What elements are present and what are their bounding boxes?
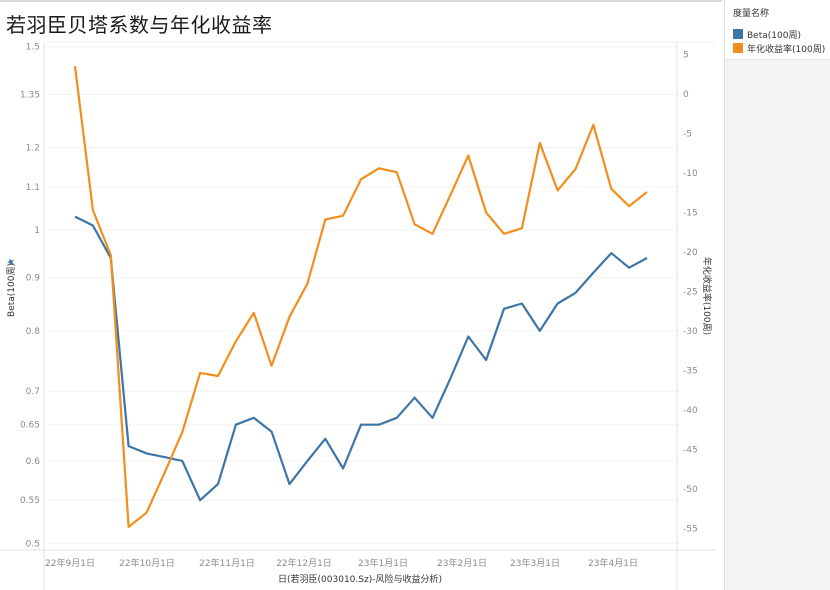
svg-text:22年11月1日: 22年11月1日 xyxy=(199,557,255,569)
left-axis-title: Beta(100周) xyxy=(6,263,17,317)
svg-text:0.65: 0.65 xyxy=(20,421,40,431)
annual-return-line[interactable] xyxy=(73,66,648,529)
svg-text:23年4月1日: 23年4月1日 xyxy=(588,557,638,569)
svg-text:0: 0 xyxy=(683,90,689,100)
legend-item-beta[interactable]: Beta(100周) xyxy=(733,27,830,41)
svg-text:22年10月1日: 22年10月1日 xyxy=(119,557,175,569)
svg-text:-55: -55 xyxy=(683,525,698,535)
svg-text:0.5: 0.5 xyxy=(26,539,40,549)
right-axis-title: 年化收益率(100周) xyxy=(701,257,713,335)
svg-text:-25: -25 xyxy=(683,288,698,298)
svg-text:23年3月1日: 23年3月1日 xyxy=(510,557,560,569)
legend-item-annual-return[interactable]: 年化收益率(100周) xyxy=(733,41,830,55)
svg-text:-30: -30 xyxy=(683,327,698,337)
right-axis-ticks: 5 0 -5 -10 -15 -20 -25 -30 -35 -40 -45 -50 -55 xyxy=(683,51,698,535)
svg-text:22年12月1日: 22年12月1日 xyxy=(276,557,332,569)
side-panel: 度量名称 Beta(100周) 年化收益率(100周) xyxy=(724,0,830,590)
svg-text:-40: -40 xyxy=(683,406,698,416)
x-axis-ticks: 22年9月1日 22年10月1日 22年11月1日 22年12月1日 23年1月1日 23… xyxy=(45,557,638,569)
svg-text:-10: -10 xyxy=(683,169,698,179)
legend: 度量名称 Beta(100周) 年化收益率(100周) xyxy=(725,0,830,60)
svg-text:23年1月1日: 23年1月1日 xyxy=(358,557,408,569)
svg-text:0.6: 0.6 xyxy=(26,457,41,467)
svg-text:-5: -5 xyxy=(683,130,692,140)
x-axis-title: 日(若羽臣(003010.Sz)-风险与收益分析) xyxy=(278,573,442,585)
svg-text:1.1: 1.1 xyxy=(26,183,40,193)
svg-text:-50: -50 xyxy=(683,485,698,495)
plot-frame xyxy=(0,41,716,590)
svg-text:0.55: 0.55 xyxy=(20,496,40,506)
legend-label-annual-return: 年化收益率(100周) xyxy=(747,44,826,55)
beta-line[interactable] xyxy=(74,215,648,502)
svg-text:-20: -20 xyxy=(683,248,698,258)
svg-text:1.35: 1.35 xyxy=(20,90,40,100)
chart-title: 若羽臣贝塔系数与年化收益率 xyxy=(6,13,273,37)
pin-icon[interactable]: ★ xyxy=(6,257,17,266)
gridlines xyxy=(44,46,677,544)
legend-title: 度量名称 xyxy=(733,9,770,19)
legend-swatch-beta xyxy=(733,29,743,39)
svg-text:5: 5 xyxy=(683,51,689,61)
svg-text:0.8: 0.8 xyxy=(26,327,41,337)
top-border xyxy=(0,0,722,2)
left-axis-ticks: 1.5 1.35 1.2 1.1 1 0.9 0.8 0.7 0.65 0.6 0.55 0.5 xyxy=(20,43,40,550)
dual-axis-line-chart[interactable]: 1.5 1.35 1.2 1.1 1 0.9 0.8 0.7 0.65 0.6 0.55 0.5 5 0… xyxy=(0,0,722,590)
svg-text:-45: -45 xyxy=(683,446,698,456)
svg-text:23年2月1日: 23年2月1日 xyxy=(437,557,487,569)
svg-text:-35: -35 xyxy=(683,367,698,377)
svg-text:1.2: 1.2 xyxy=(26,144,40,154)
legend-label-beta: Beta(100周) xyxy=(747,30,801,41)
svg-text:1: 1 xyxy=(34,226,40,236)
svg-text:22年9月1日: 22年9月1日 xyxy=(45,557,95,569)
svg-text:1.5: 1.5 xyxy=(26,43,40,53)
legend-swatch-annual-return xyxy=(733,43,743,53)
data-lines[interactable] xyxy=(73,66,648,529)
svg-text:0.7: 0.7 xyxy=(26,387,40,397)
svg-text:-15: -15 xyxy=(683,209,698,219)
svg-text:0.9: 0.9 xyxy=(26,274,41,284)
